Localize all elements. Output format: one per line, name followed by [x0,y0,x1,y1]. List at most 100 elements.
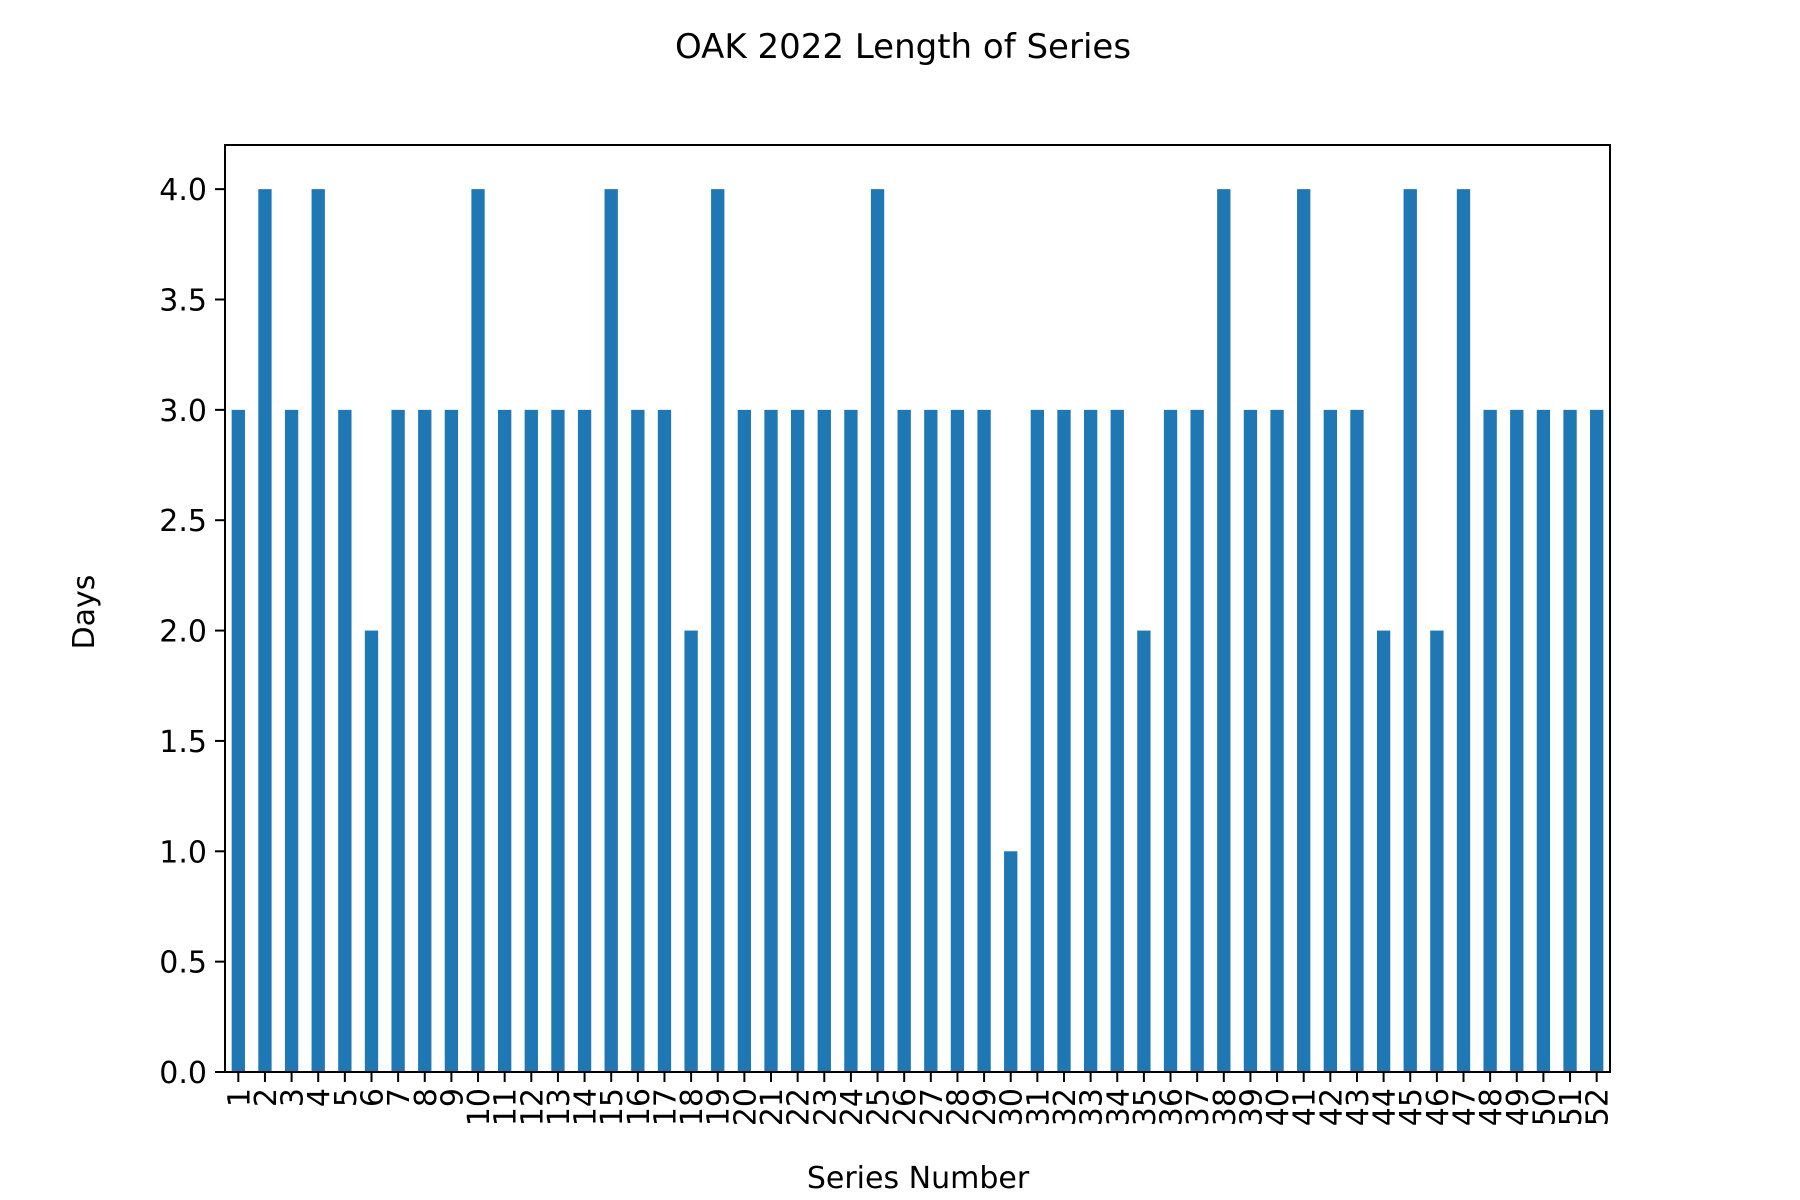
bar-series-11 [498,409,512,1072]
x-tick-label: 25 [862,1088,897,1126]
bar-series-42 [1323,409,1337,1072]
x-tick-label: 37 [1181,1088,1216,1126]
y-tick-label: 0.0 [159,1056,207,1091]
x-tick-label: 2 [249,1088,284,1107]
y-tick-label: 0.5 [159,946,207,981]
bar-series-49 [1510,409,1524,1072]
bar-series-6 [364,630,379,1072]
x-tick-label: 32 [1048,1088,1083,1126]
x-tick-label: 4 [302,1088,337,1107]
bar-series-23 [817,409,831,1072]
bar-series-31 [1030,409,1045,1072]
x-tick-label: 29 [968,1088,1003,1126]
x-tick-label: 12 [515,1088,550,1126]
x-tick-label: 39 [1234,1088,1269,1126]
x-tick-label: 30 [995,1088,1030,1126]
bar-series-8 [418,409,432,1072]
x-tick-label: 33 [1075,1088,1110,1126]
bar-series-14 [577,409,592,1072]
bar-series-18 [684,630,698,1072]
x-tick-label: 38 [1208,1088,1243,1126]
x-tick-label: 9 [435,1088,470,1107]
bar-series-51 [1563,409,1577,1072]
bar-series-21 [764,409,778,1072]
x-tick-label: 8 [409,1088,444,1107]
x-tick-label: 40 [1261,1088,1296,1126]
bar-series-24 [844,409,858,1072]
bar-series-30 [1004,851,1018,1072]
bar-series-46 [1430,630,1444,1072]
x-axis-label: Series Number [807,1161,1030,1196]
x-tick-label: 43 [1341,1088,1376,1126]
x-tick-label: 14 [569,1088,604,1126]
x-tick-label: 49 [1501,1088,1536,1126]
bar-series-15 [604,189,618,1073]
x-tick-label: 22 [782,1088,817,1126]
bar-series-38 [1217,189,1231,1073]
bar-series-44 [1376,630,1391,1072]
bar-series-28 [950,409,965,1072]
bar-series-2 [258,189,272,1073]
chart-title: OAK 2022 Length of Series [675,27,1131,67]
x-tick-label: 44 [1368,1088,1403,1126]
plot-frame [224,144,1611,1073]
bar-series-48 [1483,409,1497,1072]
bar-series-10 [471,189,485,1073]
x-tick-label: 46 [1421,1088,1456,1126]
x-tick-label: 41 [1288,1088,1323,1126]
y-axis: 0.0 0.5 1.0 1.5 2.0 2.5 3.0 3.5 4.0 [159,173,225,1091]
x-tick-label: 3 [276,1088,311,1107]
bar-series-45 [1403,189,1417,1073]
bar-series-39 [1243,409,1258,1072]
bar-series-35 [1137,630,1151,1072]
x-tick-label: 1 [222,1088,257,1107]
y-tick-label: 3.5 [159,284,207,319]
bar-series-17 [657,409,672,1072]
bar-series-37 [1190,409,1204,1072]
x-tick-label: 26 [888,1088,923,1126]
bar-series-12 [524,409,538,1072]
bars-group [231,189,1604,1073]
x-tick-label: 35 [1128,1088,1163,1126]
bar-series-50 [1536,409,1551,1072]
bar-series-27 [924,409,938,1072]
x-tick-label: 28 [941,1088,976,1126]
x-tick-label: 10 [462,1088,497,1126]
y-tick-label: 2.0 [159,615,207,650]
bar-series-1 [231,409,245,1072]
x-tick-label: 21 [755,1088,790,1126]
x-tick-label: 19 [702,1088,737,1126]
x-tick-label: 47 [1448,1088,1483,1126]
y-tick-label: 3.0 [159,394,207,429]
bar-series-25 [870,189,885,1073]
x-tick-label: 16 [622,1088,657,1126]
bar-series-19 [711,189,725,1073]
x-tick-label: 15 [595,1088,630,1126]
x-tick-label: 31 [1021,1088,1056,1126]
x-tick-label: 27 [915,1088,950,1126]
x-tick-label: 11 [489,1088,524,1126]
bar-series-7 [391,409,405,1072]
bar-series-40 [1270,409,1284,1072]
y-tick-label: 1.5 [159,725,207,760]
y-tick-label: 4.0 [159,173,207,208]
bar-series-4 [311,189,325,1073]
bar-series-34 [1110,409,1124,1072]
y-tick-label: 2.5 [159,504,207,539]
x-tick-label: 24 [835,1088,870,1126]
bar-series-3 [284,409,299,1072]
bar-series-47 [1456,189,1471,1073]
x-tick-label: 5 [329,1088,364,1107]
x-tick-label: 7 [382,1088,417,1107]
bar-series-41 [1297,189,1311,1073]
x-tick-label: 17 [648,1088,683,1126]
y-axis-label: Days [67,575,102,650]
y-tick-label: 1.0 [159,835,207,870]
x-tick-label: 50 [1527,1088,1562,1126]
x-tick-label: 45 [1394,1088,1429,1126]
bar-series-5 [338,409,352,1072]
x-tick-label: 52 [1581,1088,1616,1126]
x-tick-label: 13 [542,1088,577,1126]
bar-series-33 [1083,409,1098,1072]
